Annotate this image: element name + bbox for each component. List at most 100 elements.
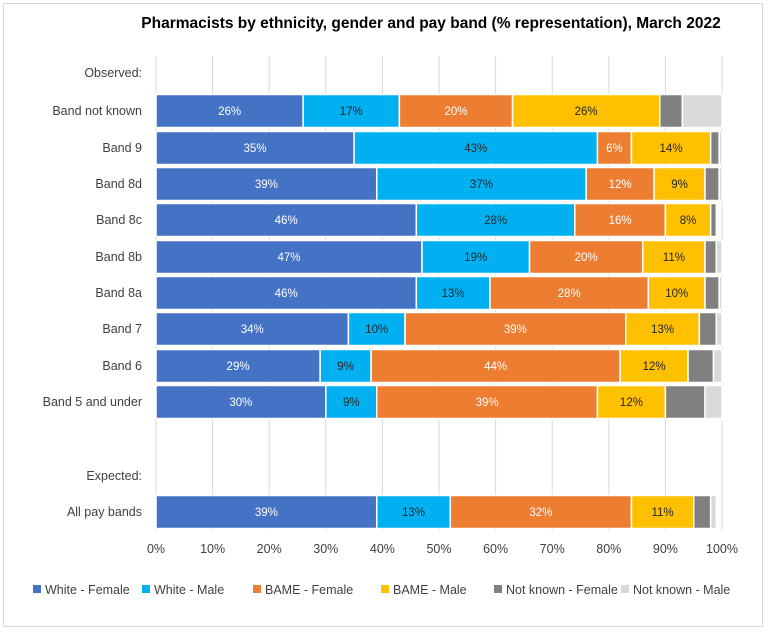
data-label: 13%: [402, 507, 425, 519]
legend-entry: Not known - Male: [633, 583, 730, 597]
bar-segment: [155, 348, 321, 384]
bar-segment: [528, 239, 644, 275]
legend-swatch: [494, 585, 502, 593]
data-label: 20%: [444, 106, 467, 118]
bar-segment: [692, 494, 712, 530]
data-label: 13%: [651, 324, 674, 336]
category-label: All pay bands: [67, 505, 142, 519]
bar-segment: [619, 348, 689, 384]
data-label: 9%: [671, 179, 688, 191]
category-label: Band 7: [102, 322, 142, 336]
data-label: 8%: [680, 215, 697, 227]
bar-segment: [658, 93, 684, 129]
x-tick-label: 90%: [653, 542, 678, 556]
bar-segment: [704, 239, 718, 275]
bar-segment: [718, 166, 723, 202]
bar-segment: [155, 130, 355, 166]
bar-segment: [630, 494, 695, 530]
bar-segment: [647, 275, 706, 311]
data-label: 9%: [343, 397, 360, 409]
category-labels: Observed: Expected: Band not known Band 9 Ba…: [43, 66, 142, 519]
category-label: Band 5 and under: [43, 395, 142, 409]
legend-entry: White - Male: [154, 583, 224, 597]
x-tick-label: 30%: [313, 542, 338, 556]
legend-entry: BAME - Male: [393, 583, 467, 597]
legend: White - Female White - Male BAME - Female B…: [33, 583, 730, 597]
x-tick-label: 40%: [370, 542, 395, 556]
bar-segment: [718, 275, 723, 311]
data-label: 39%: [504, 324, 527, 336]
x-tick-label: 80%: [596, 542, 621, 556]
data-label: 12%: [620, 397, 643, 409]
x-tick-label: 100%: [706, 542, 738, 556]
category-label: Band 8d: [95, 177, 142, 191]
category-label: Band not known: [52, 104, 142, 118]
bar-segment: [681, 93, 723, 129]
data-label: 10%: [665, 288, 688, 300]
bar-segment: [155, 202, 418, 238]
bar-segment: [155, 311, 350, 347]
data-label: 39%: [255, 179, 278, 191]
data-label: 20%: [575, 252, 598, 264]
bar-segment: [718, 130, 723, 166]
x-tick-label: 60%: [483, 542, 508, 556]
data-label: 28%: [558, 288, 581, 300]
bars: 26% 17% 20% 26% 35% 43% 6% 14% 39% 37% 12% 9% 46% 28%…: [155, 93, 723, 530]
data-label: 9%: [337, 361, 354, 373]
x-tick-label: 20%: [257, 542, 282, 556]
bar-segment: [347, 311, 406, 347]
data-label: 35%: [244, 143, 267, 155]
data-label: 10%: [365, 324, 388, 336]
bar-segment: [698, 311, 718, 347]
data-label: 47%: [277, 252, 300, 264]
bar-segment: [155, 93, 304, 129]
bar-segment: [155, 239, 423, 275]
legend-swatch: [33, 585, 41, 593]
bar-segment: [709, 494, 718, 530]
x-tick-label: 70%: [540, 542, 565, 556]
group-label: Observed:: [84, 66, 142, 80]
bar-segment: [709, 202, 718, 238]
data-label: 43%: [464, 143, 487, 155]
bar-segment: [574, 202, 667, 238]
legend-swatch: [381, 585, 389, 593]
legend-entry: BAME - Female: [265, 583, 353, 597]
bar-segment: [398, 93, 514, 129]
x-tick-label: 10%: [200, 542, 225, 556]
bar-segment: [319, 348, 372, 384]
data-label: 46%: [275, 215, 298, 227]
x-tick-label: 50%: [426, 542, 451, 556]
data-label: 30%: [229, 397, 252, 409]
bar-segment: [585, 166, 655, 202]
bar-segment: [704, 166, 720, 202]
data-label: 12%: [643, 361, 666, 373]
bar-segment: [715, 311, 723, 347]
bar-segment: [664, 202, 712, 238]
x-axis: 0% 10% 20% 30% 40% 50% 60% 70% 80% 90% 100%: [147, 542, 738, 556]
category-label: Band 8a: [95, 286, 142, 300]
bar-segment: [709, 130, 720, 166]
data-label: 46%: [275, 288, 298, 300]
data-label: 11%: [651, 507, 673, 519]
data-label: 39%: [476, 397, 499, 409]
category-label: Band 8c: [96, 213, 142, 227]
data-label: 44%: [484, 361, 507, 373]
data-label: 28%: [484, 215, 507, 227]
data-label: 26%: [218, 106, 241, 118]
data-label: 39%: [255, 507, 278, 519]
data-label: 26%: [575, 106, 598, 118]
bar-segment: [155, 494, 378, 530]
data-label: 13%: [442, 288, 465, 300]
bar-segment: [704, 384, 723, 420]
bar-segment: [375, 384, 599, 420]
bar-segment: [325, 384, 378, 420]
data-label: 17%: [340, 106, 363, 118]
bar-segment: [664, 384, 706, 420]
data-label: 6%: [606, 143, 623, 155]
data-label: 29%: [227, 361, 250, 373]
legend-entry: Not known - Female: [506, 583, 618, 597]
legend-swatch: [253, 585, 261, 593]
legend-entry: White - Female: [45, 583, 130, 597]
data-label: 34%: [241, 324, 264, 336]
